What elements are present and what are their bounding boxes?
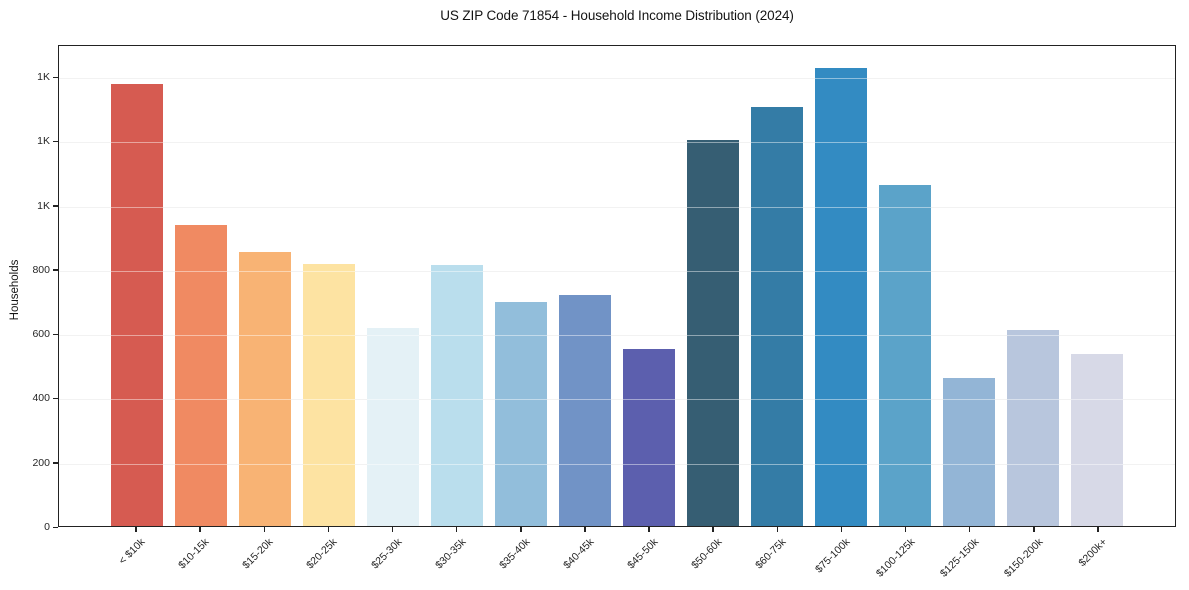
gridline: [59, 399, 1175, 401]
y-tick-label: 1K: [37, 199, 50, 212]
gridline-overlay: [59, 78, 1175, 80]
x-tick-mark: [455, 527, 458, 532]
y-tick-mark: [53, 526, 58, 528]
bar-slot: [617, 46, 681, 526]
bar-slot: [809, 46, 873, 526]
x-tick-mark: [391, 527, 394, 532]
x-tick-mark: [263, 527, 265, 532]
bar-slot: [297, 46, 361, 526]
x-tick-mark: [1097, 527, 1099, 532]
x-tick-mark: [1033, 527, 1035, 532]
gridline: [59, 78, 1175, 80]
gridline: [59, 463, 1175, 465]
bar-slot: [873, 46, 937, 526]
y-tick-mark: [53, 333, 58, 336]
gridline: [59, 335, 1175, 337]
bar-$200k+: [1071, 353, 1123, 526]
bar-$25-30k: [367, 328, 419, 526]
bar-$15-20k: [239, 252, 291, 526]
y-tick-label: 1K: [37, 135, 50, 148]
bar-slot: [745, 46, 809, 526]
x-tick-label: < $10k: [116, 536, 148, 567]
bar-$20-25k: [303, 263, 355, 526]
y-tick-label: 0: [44, 521, 50, 533]
bar-$125-150k: [943, 377, 995, 526]
bar-$100-125k: [879, 184, 931, 526]
gridline-overlay: [59, 335, 1175, 337]
gridline-overlay: [59, 463, 1175, 465]
bar-slot: [105, 46, 169, 526]
y-tick-label: 1K: [37, 71, 50, 84]
bar-slot: [553, 46, 617, 526]
x-tick-mark: [968, 527, 971, 532]
y-tick-mark: [53, 140, 58, 143]
y-tick-mark: [53, 397, 58, 400]
gridline-overlay: [59, 142, 1175, 144]
y-tick-mark: [53, 205, 58, 207]
bar-slot: [169, 46, 233, 526]
gridline: [59, 270, 1175, 272]
x-tick-mark: [199, 527, 201, 532]
y-tick-label: 800: [32, 263, 50, 276]
y-tick-mark: [53, 269, 58, 271]
x-tick-mark: [520, 527, 522, 532]
gridline-overlay: [59, 270, 1175, 272]
chart-title: US ZIP Code 71854 - Household Income Dis…: [440, 8, 794, 23]
bar-$75-100k: [815, 68, 867, 526]
bar-$60-75k: [751, 106, 803, 526]
x-tick-mark: [327, 527, 330, 532]
gridline-overlay: [59, 399, 1175, 401]
bar-$45-50k: [623, 348, 675, 526]
x-tick-mark: [840, 527, 843, 532]
bar-$10-15k: [175, 225, 227, 526]
y-tick-label: 400: [32, 392, 50, 405]
x-tick-mark: [712, 527, 714, 532]
bar-slot: [425, 46, 489, 526]
bar-slot: [233, 46, 297, 526]
plot-area: [58, 45, 1176, 527]
bars-layer: [105, 46, 1129, 526]
x-tick-mark: [584, 527, 586, 532]
y-tick-label: 200: [32, 456, 50, 469]
x-tick-mark: [648, 527, 650, 532]
bar-$30-35k: [431, 265, 483, 526]
x-tick-mark: [135, 527, 137, 532]
bar-slot: [489, 46, 553, 526]
bar-< $10k: [111, 84, 163, 526]
bar-$40-45k: [559, 294, 611, 526]
bar-$50-60k: [687, 140, 739, 526]
gridline: [59, 142, 1175, 144]
y-tick-label: 600: [32, 328, 50, 341]
bar-slot: [1001, 46, 1065, 526]
gridline: [59, 206, 1175, 208]
y-tick-mark: [53, 76, 58, 79]
bar-$150-200k: [1007, 330, 1059, 526]
bar-slot: [681, 46, 745, 526]
bar-slot: [937, 46, 1001, 526]
bar-slot: [1065, 46, 1129, 526]
gridline-overlay: [59, 206, 1175, 208]
x-tick-mark: [904, 527, 907, 532]
bar-slot: [361, 46, 425, 526]
x-tick-mark: [776, 527, 778, 532]
y-tick-mark: [53, 462, 58, 464]
bar-$35-40k: [495, 302, 547, 526]
